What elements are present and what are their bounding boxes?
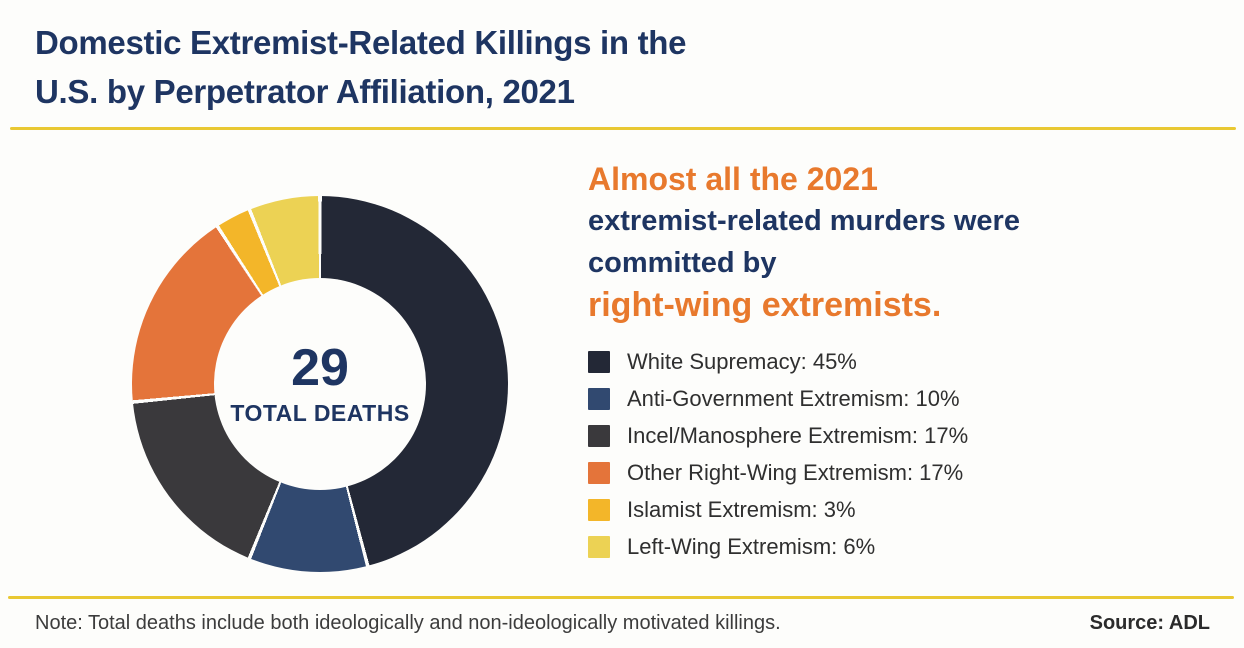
legend-label: Incel/Manosphere Extremism: 17% xyxy=(627,423,969,448)
legend-swatch xyxy=(588,499,610,521)
headline: Almost all the 2021 extremist-related mu… xyxy=(588,158,1228,326)
legend-swatch xyxy=(588,462,610,484)
legend-label: Left-Wing Extremism: 6% xyxy=(627,534,876,559)
donut-center: 29 TOTAL DEATHS xyxy=(214,278,426,490)
page-title: Domestic Extremist-Related Killings in t… xyxy=(35,18,687,116)
page-title-line1: Domestic Extremist-Related Killings in t… xyxy=(35,24,687,61)
legend-label: Other Right-Wing Extremism: 17% xyxy=(627,460,964,485)
legend-item-0: White Supremacy: 45% xyxy=(588,349,968,374)
headline-line3: committed by xyxy=(588,247,777,279)
source-credit: Source: ADL xyxy=(1089,612,1210,634)
legend-label: Anti-Government Extremism: 10% xyxy=(627,386,960,411)
legend-swatch xyxy=(588,351,610,373)
legend-swatch xyxy=(588,536,610,558)
legend-label: White Supremacy: 45% xyxy=(627,349,857,374)
legend-label: Islamist Extremism: 3% xyxy=(627,497,856,522)
legend-item-2: Incel/Manosphere Extremism: 17% xyxy=(588,423,969,448)
headline-line4: right-wing extremists. xyxy=(588,286,942,324)
donut-chart: 29 TOTAL DEATHS xyxy=(132,196,508,572)
legend-item-4: Islamist Extremism: 3% xyxy=(588,497,968,522)
legend-item-5: Left-Wing Extremism: 6% xyxy=(588,534,968,559)
legend-swatch xyxy=(588,425,610,447)
total-deaths-value: 29 xyxy=(291,338,349,397)
divider-bottom xyxy=(8,596,1234,599)
total-deaths-label: TOTAL DEATHS xyxy=(230,399,410,426)
legend-item-1: Anti-Government Extremism: 10% xyxy=(588,386,968,411)
page-title-line2: U.S. by Perpetrator Affiliation, 2021 xyxy=(35,73,575,110)
footnote: Note: Total deaths include both ideologi… xyxy=(35,612,781,634)
legend-swatch xyxy=(588,388,610,410)
legend-item-3: Other Right-Wing Extremism: 17% xyxy=(588,460,968,485)
headline-line2: extremist-related murders were xyxy=(588,205,1020,237)
divider-top xyxy=(10,127,1236,130)
headline-line1: Almost all the 2021 xyxy=(588,161,878,197)
legend: White Supremacy: 45% Anti-Government Ext… xyxy=(588,349,969,559)
